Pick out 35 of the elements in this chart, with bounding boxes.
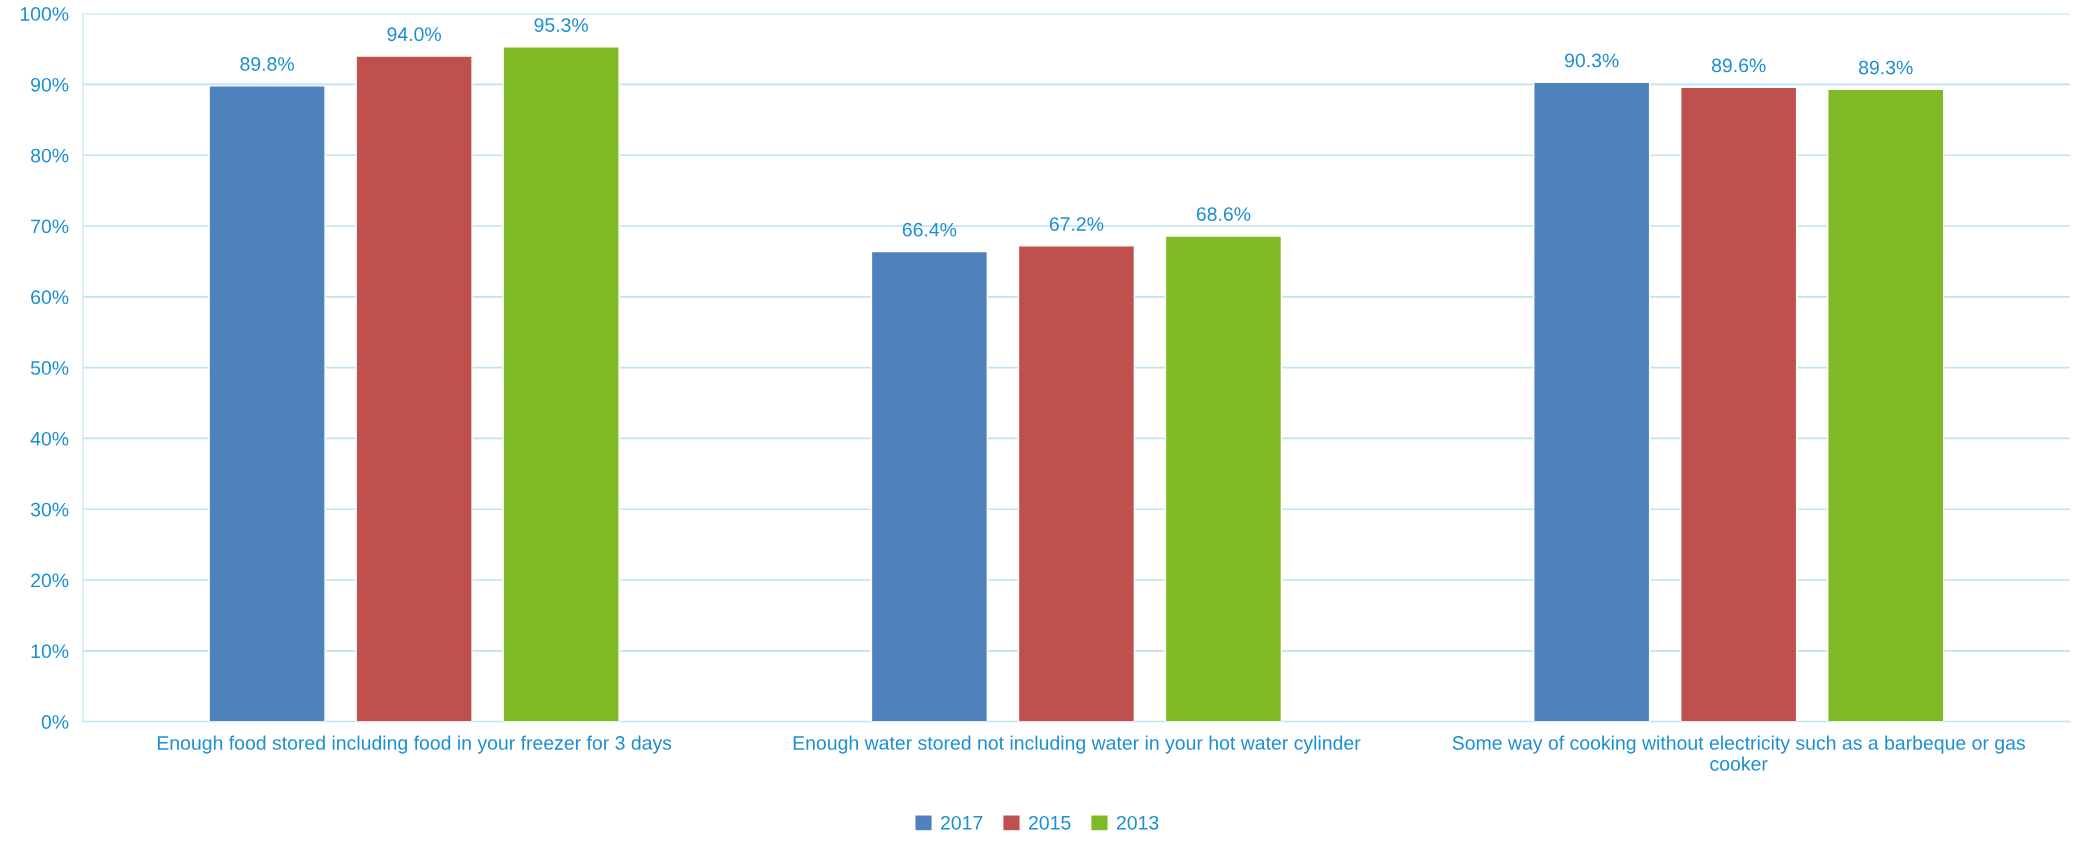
y-tick-label: 20%: [31, 573, 69, 588]
data-label: 89.3%: [1859, 60, 1913, 75]
y-tick-label: 60%: [31, 290, 69, 305]
y-tick-label: 10%: [31, 644, 69, 659]
data-label: 68.6%: [1196, 207, 1251, 221]
x-tick-label: Enough food stored including food in your freezer for 3 days: [157, 735, 672, 754]
x-tick-label: Enough water stored not including water in your hot water cylinder: [793, 735, 1361, 754]
y-tick-label: 80%: [31, 148, 69, 163]
y-tick-label: 40%: [30, 431, 69, 446]
y-tick-label: 100%: [20, 7, 69, 21]
bar: [870, 250, 989, 722]
bar: [1533, 81, 1651, 722]
y-tick-label: 90%: [31, 77, 69, 92]
legend-label: 2013: [1116, 815, 1159, 830]
bar: [1827, 88, 1945, 722]
bar: [1164, 235, 1283, 722]
legend-label: 2017: [941, 815, 983, 830]
data-label: 89.8%: [240, 57, 294, 71]
bar: [208, 85, 326, 722]
data-label: 90.3%: [1565, 53, 1619, 68]
y-tick-label: 0%: [41, 715, 69, 729]
data-label: 67.2%: [1049, 217, 1104, 231]
bar: [502, 46, 620, 722]
y-tick-label: 30%: [30, 502, 69, 517]
data-label: 94.0%: [387, 27, 441, 42]
legend-label: 2015: [1028, 815, 1071, 830]
data-label: 89.6%: [1711, 58, 1766, 73]
y-tick-label: 70%: [31, 219, 69, 234]
y-tick-label: 50%: [30, 361, 69, 375]
x-tick-label: Some way of cooking without electricity such as a barbeque or gas cooker: [1452, 735, 2025, 771]
bar: [1680, 86, 1798, 722]
bar: [355, 55, 473, 722]
data-label: 95.3%: [534, 18, 589, 32]
bar: [1017, 245, 1136, 722]
data-label: 66.4%: [902, 222, 957, 237]
